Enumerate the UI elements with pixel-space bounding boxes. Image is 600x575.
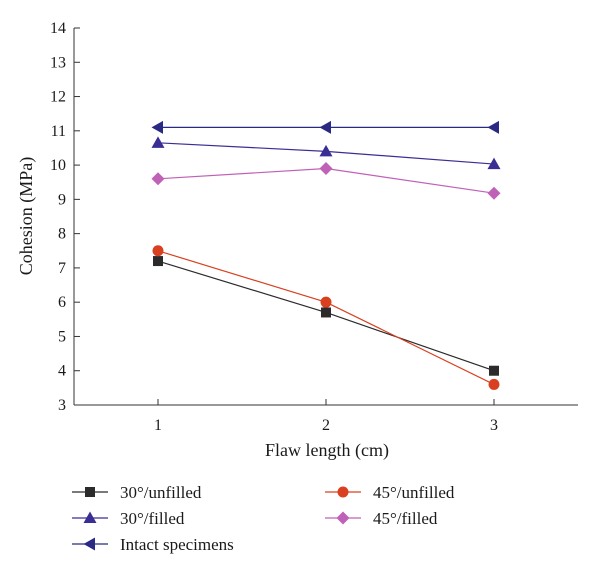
data-point: [153, 256, 163, 267]
data-point: [489, 365, 499, 376]
legend-label: 45°/filled: [373, 509, 438, 528]
legend-marker: [336, 511, 350, 525]
data-point: [152, 245, 164, 257]
series-intact-specimens: [151, 120, 499, 134]
x-tick-label: 3: [490, 417, 498, 434]
y-tick-label: 14: [50, 20, 66, 37]
series-45-unfilled: [152, 245, 500, 390]
x-axis-label: Flaw length (cm): [265, 440, 389, 461]
legend-item: 45°/unfilled: [325, 483, 455, 502]
x-tick-label: 1: [154, 417, 162, 434]
data-point: [487, 120, 499, 134]
series-30-unfilled: [153, 256, 499, 376]
legend-label: 45°/unfilled: [373, 483, 455, 502]
y-tick-label: 13: [50, 54, 66, 71]
data-point: [319, 144, 333, 157]
y-tick-label: 11: [51, 123, 66, 140]
x-tick-label: 2: [322, 417, 330, 434]
y-tick-label: 9: [58, 191, 66, 208]
y-tick-label: 10: [50, 157, 66, 174]
legend-item: 45°/filled: [325, 509, 438, 528]
data-point: [319, 120, 331, 134]
data-point: [151, 136, 165, 148]
y-tick-label: 6: [58, 294, 66, 311]
y-axis-label: Cohesion (MPa): [16, 157, 37, 276]
data-point: [321, 307, 331, 318]
legend-marker: [83, 511, 97, 523]
legend-marker: [83, 537, 95, 551]
legend-item: 30°/unfilled: [72, 483, 202, 502]
data-point: [319, 162, 333, 176]
series-layer: [151, 120, 501, 390]
legend: 30°/unfilled 30°/filled Intact specimens 45…: [72, 483, 455, 554]
data-point: [320, 296, 332, 308]
series-line: [157, 250, 495, 385]
data-point: [488, 378, 500, 390]
legend-label: 30°/filled: [120, 509, 185, 528]
data-point: [151, 172, 165, 186]
legend-item: Intact specimens: [72, 535, 234, 554]
legend-marker: [85, 487, 95, 497]
legend-label: Intact specimens: [120, 535, 234, 554]
y-tick-label: 12: [50, 89, 66, 106]
y-tick-label: 5: [58, 328, 66, 345]
data-point: [151, 120, 163, 134]
y-tick-label: 4: [58, 363, 66, 380]
legend-marker: [337, 486, 349, 498]
y-tick-label: 8: [58, 226, 66, 243]
series-45-filled: [151, 162, 501, 200]
data-point: [487, 186, 501, 200]
y-tick-label: 7: [58, 260, 66, 277]
data-point: [487, 157, 501, 170]
legend-item: 30°/filled: [72, 509, 185, 528]
y-tick-label: 3: [58, 397, 66, 414]
series-30-filled: [151, 136, 501, 170]
legend-label: 30°/unfilled: [120, 483, 202, 502]
